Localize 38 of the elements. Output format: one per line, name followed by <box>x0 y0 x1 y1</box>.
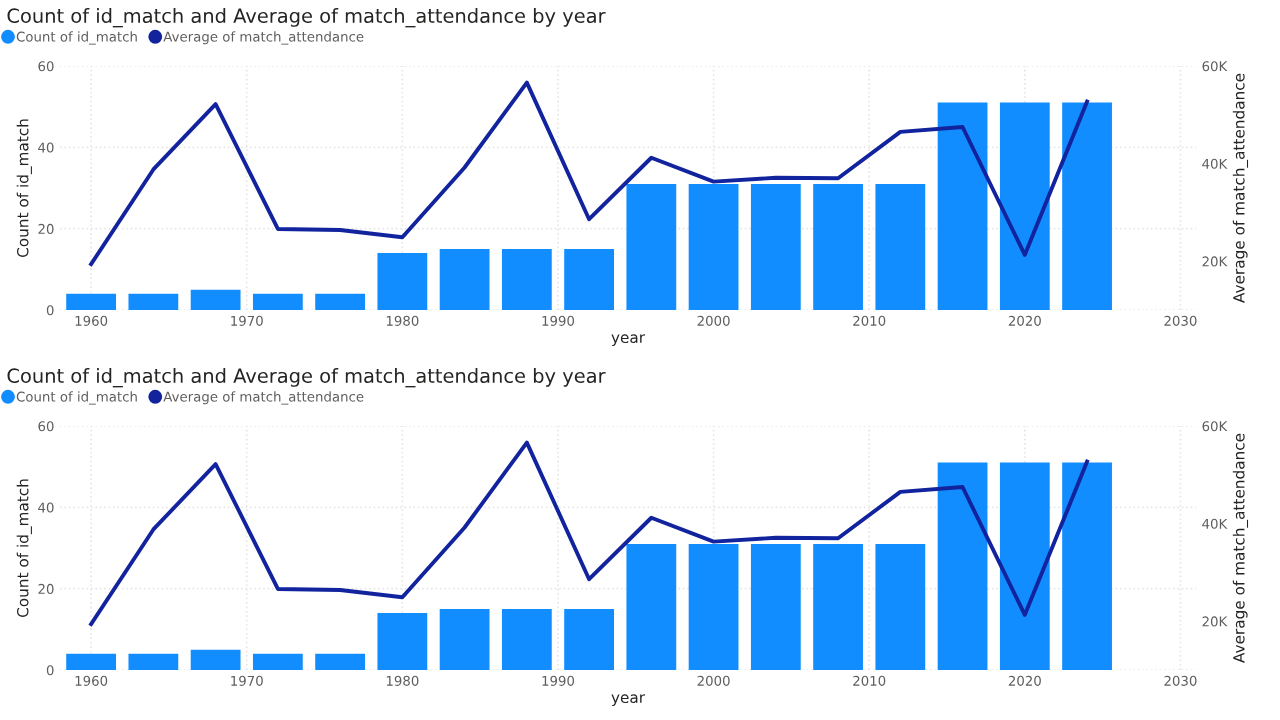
bar <box>377 613 428 670</box>
bar <box>190 649 241 670</box>
bar <box>813 543 863 670</box>
bar <box>1062 462 1112 670</box>
bar <box>128 653 179 670</box>
bar <box>564 249 614 310</box>
bar <box>750 543 801 670</box>
bar <box>190 289 241 310</box>
bar <box>252 293 303 310</box>
bar <box>875 183 926 310</box>
bar <box>688 183 739 310</box>
bar <box>688 543 739 670</box>
bar <box>66 293 117 310</box>
bar <box>999 102 1050 310</box>
bar <box>315 653 366 670</box>
bar <box>1062 102 1112 310</box>
bar <box>439 609 490 670</box>
line-series <box>89 440 1090 627</box>
line-series <box>89 80 1090 267</box>
bar <box>377 253 428 310</box>
chart-title: Count of id_match and Average of match_attendance by year <box>7 368 606 388</box>
bar <box>315 293 366 310</box>
bar <box>439 249 490 310</box>
bar <box>626 543 677 670</box>
bar <box>66 653 117 670</box>
chart-title: Count of id_match and Average of match_attendance by year <box>7 8 606 28</box>
bar <box>937 462 988 670</box>
bar <box>937 102 988 310</box>
bar <box>252 653 303 670</box>
bar <box>564 609 614 670</box>
bar <box>501 609 552 670</box>
bar <box>813 183 863 310</box>
bar <box>626 183 677 310</box>
bar <box>999 462 1050 670</box>
bar <box>875 543 926 670</box>
bar <box>750 183 801 310</box>
bar <box>128 293 179 310</box>
bar <box>501 249 552 310</box>
